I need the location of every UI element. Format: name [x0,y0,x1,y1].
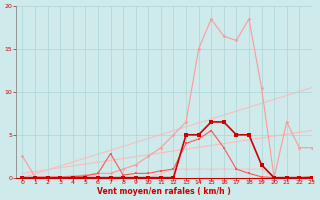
X-axis label: Vent moyen/en rafales ( km/h ): Vent moyen/en rafales ( km/h ) [97,187,231,196]
